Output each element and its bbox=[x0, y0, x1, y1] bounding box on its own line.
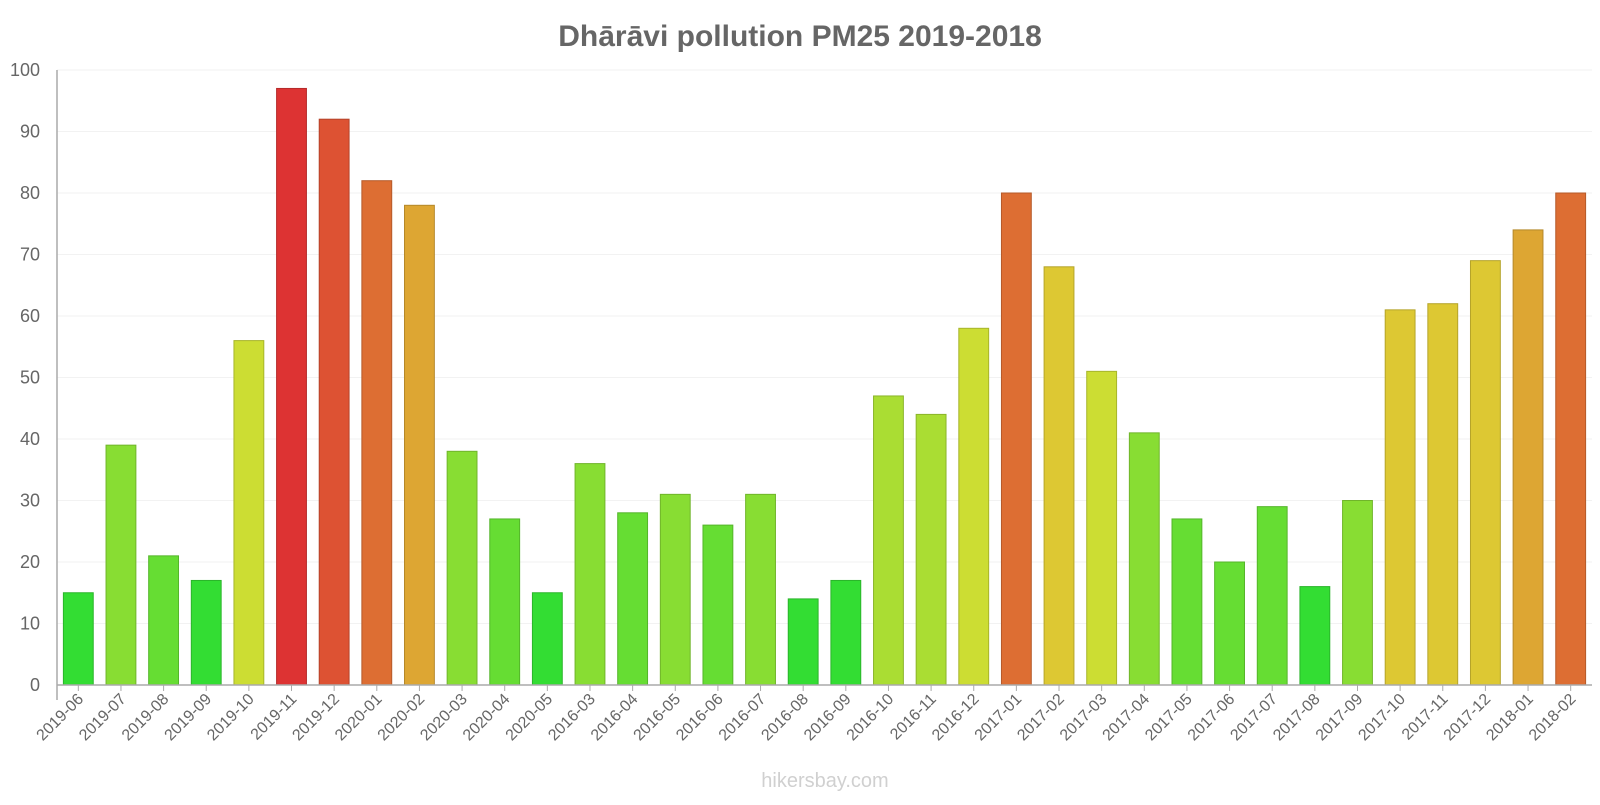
gridlines bbox=[57, 69, 1592, 624]
y-tick-label: 60 bbox=[20, 306, 40, 326]
x-tick-label: 2016-10 bbox=[844, 691, 898, 745]
watermark: hikersbay.com bbox=[761, 770, 888, 792]
chart-title: Dhārāvi pollution PM25 2019-2018 bbox=[558, 20, 1042, 53]
bar-2016-06[interactable] bbox=[702, 524, 734, 686]
y-tick-label: 20 bbox=[20, 552, 40, 572]
bar-2019-11[interactable] bbox=[276, 87, 307, 686]
x-tick-label: 2017-10 bbox=[1355, 691, 1409, 745]
bar-2016-04[interactable] bbox=[617, 512, 649, 686]
bar-2017-09[interactable] bbox=[1342, 500, 1373, 686]
y-tick-label: 90 bbox=[20, 122, 40, 142]
bar-2019-06[interactable] bbox=[62, 592, 94, 686]
bar-2020-02[interactable] bbox=[404, 204, 435, 686]
bar-2019-10[interactable] bbox=[233, 340, 265, 686]
bar-2019-12[interactable] bbox=[318, 118, 350, 686]
bar-2017-02[interactable] bbox=[1043, 266, 1075, 686]
bar-2016-03[interactable] bbox=[574, 463, 606, 686]
bar-2016-11[interactable] bbox=[915, 413, 947, 686]
axes bbox=[56, 70, 1592, 700]
bar-2019-07[interactable] bbox=[105, 444, 137, 686]
y-tick-label: 0 bbox=[30, 675, 40, 695]
bar-2017-07[interactable] bbox=[1256, 506, 1288, 686]
y-tick-label: 80 bbox=[20, 183, 40, 203]
bar-2019-08[interactable] bbox=[148, 555, 180, 686]
bar-2016-12[interactable] bbox=[958, 327, 990, 686]
bar-2017-06[interactable] bbox=[1214, 561, 1245, 686]
bar-2017-11[interactable] bbox=[1427, 303, 1459, 686]
y-tick-label: 10 bbox=[20, 614, 40, 634]
bar-2017-01[interactable] bbox=[1000, 192, 1032, 686]
x-tick-labels: 2019-062019-072019-082019-092019-102019-… bbox=[34, 685, 1580, 744]
y-tick-label: 70 bbox=[20, 245, 40, 265]
bar-2016-05[interactable] bbox=[659, 493, 691, 686]
bar-2016-07[interactable] bbox=[745, 493, 776, 686]
y-tick-labels: 0 10 20 30 40 50 60 70 80 90 100 bbox=[10, 60, 40, 695]
y-tick-label: 40 bbox=[20, 429, 40, 449]
y-tick-label: 50 bbox=[20, 368, 40, 388]
bar-2016-09[interactable] bbox=[830, 579, 862, 686]
bar-2018-02[interactable] bbox=[1555, 192, 1587, 686]
bar-2020-05[interactable] bbox=[531, 592, 563, 686]
y-tick-label: 30 bbox=[20, 491, 40, 511]
bar-2016-10[interactable] bbox=[873, 395, 904, 686]
bar-2017-03[interactable] bbox=[1086, 370, 1118, 686]
bar-2017-12[interactable] bbox=[1469, 260, 1501, 686]
bar-2019-09[interactable] bbox=[190, 579, 222, 686]
bar-2017-08[interactable] bbox=[1299, 586, 1331, 686]
bar-2020-03[interactable] bbox=[446, 450, 478, 686]
x-tick-label: 2019-10 bbox=[204, 691, 258, 745]
bar-2017-10[interactable] bbox=[1384, 309, 1416, 686]
bar-2020-04[interactable] bbox=[489, 518, 521, 686]
bar-2016-08[interactable] bbox=[787, 598, 819, 686]
bar-2018-01[interactable] bbox=[1512, 229, 1544, 686]
bar-2017-04[interactable] bbox=[1128, 432, 1160, 686]
bar-2017-05[interactable] bbox=[1171, 518, 1203, 686]
bar-2020-01[interactable] bbox=[361, 180, 393, 686]
y-tick-label: 100 bbox=[10, 60, 40, 80]
bars bbox=[62, 87, 1587, 686]
x-tick-label: 2018-02 bbox=[1526, 691, 1580, 745]
